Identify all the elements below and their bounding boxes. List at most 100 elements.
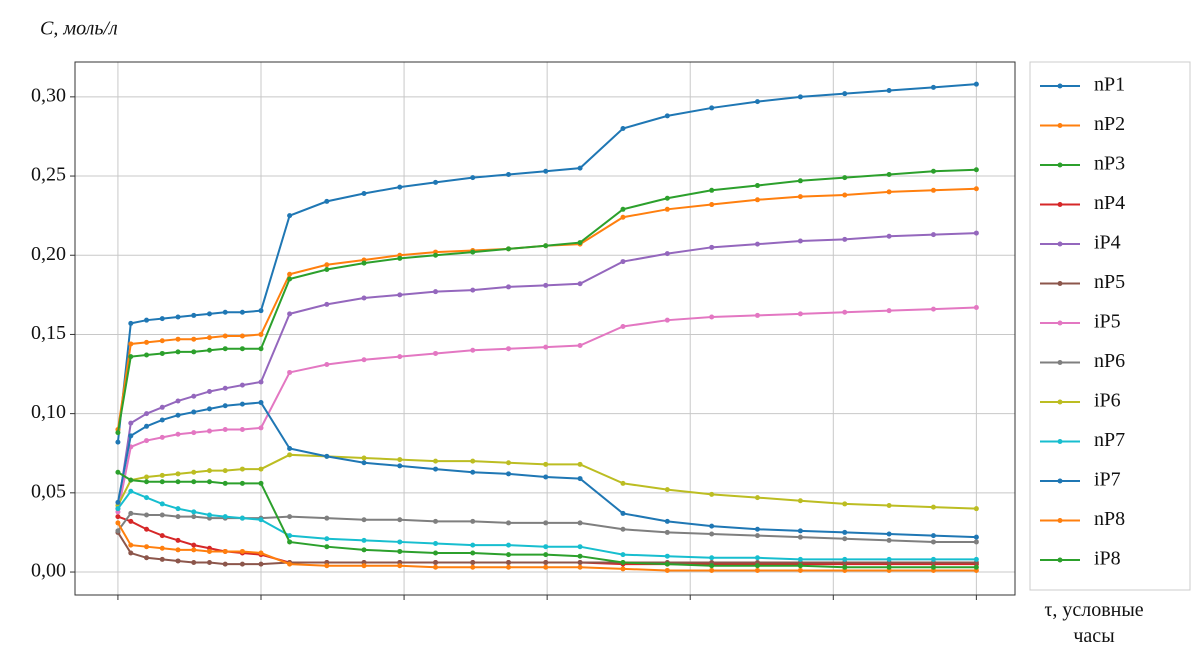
data-point [620, 480, 626, 486]
y-axis-label: C, моль/л [40, 18, 118, 40]
data-point [797, 238, 803, 244]
data-point [159, 434, 165, 440]
data-point [206, 560, 212, 566]
data-point [886, 556, 892, 562]
data-point [577, 281, 583, 287]
data-point [128, 542, 134, 548]
series-line [116, 401, 977, 539]
data-point [886, 503, 892, 509]
data-point [222, 468, 228, 474]
data-point [506, 246, 512, 252]
data-point [144, 544, 150, 550]
y-tick-label: 0,00 [31, 560, 66, 582]
data-point [115, 506, 121, 512]
data-point [175, 558, 181, 564]
data-point [397, 354, 403, 360]
data-point [324, 536, 330, 542]
data-point [239, 346, 245, 352]
data-point [397, 563, 403, 569]
data-point [175, 471, 181, 477]
legend-label: nP2 [1094, 113, 1125, 135]
data-point [175, 398, 181, 404]
series-line [116, 232, 977, 509]
data-point [175, 537, 181, 543]
legend-marker [1057, 439, 1063, 444]
data-point [433, 518, 439, 524]
data-point [175, 506, 181, 512]
data-point [144, 423, 150, 429]
data-point [754, 533, 760, 539]
data-point [144, 411, 150, 417]
data-point [973, 556, 979, 562]
data-point [709, 244, 715, 250]
data-point [258, 308, 264, 314]
data-point [433, 252, 439, 258]
data-point [324, 301, 330, 307]
data-point [754, 312, 760, 318]
data-point [159, 417, 165, 423]
series-line [116, 168, 977, 433]
data-point [470, 347, 476, 353]
data-point [222, 514, 228, 520]
data-point [930, 187, 936, 193]
data-point [930, 533, 936, 539]
data-point [115, 499, 121, 505]
data-point [191, 469, 197, 475]
data-point [754, 241, 760, 247]
data-point [115, 469, 121, 475]
data-point [930, 504, 936, 510]
data-point [239, 309, 245, 315]
data-point [620, 214, 626, 220]
data-point [930, 168, 936, 174]
data-point [287, 533, 293, 539]
data-point [664, 317, 670, 323]
data-point [973, 539, 979, 545]
data-point [324, 362, 330, 368]
data-point [175, 547, 181, 553]
data-point [191, 542, 197, 548]
data-point [287, 561, 293, 567]
data-point [433, 550, 439, 556]
data-point [206, 428, 212, 434]
legend-marker [1057, 399, 1063, 405]
data-point [543, 544, 549, 550]
data-point [287, 539, 293, 545]
legend-marker [1057, 518, 1063, 523]
data-point [128, 510, 134, 516]
y-tick-label: 0,15 [31, 322, 66, 344]
data-point [115, 528, 121, 534]
data-point [222, 561, 228, 567]
data-point [144, 339, 150, 345]
legend-label: nP6 [1094, 350, 1125, 372]
legend-marker [1057, 478, 1063, 484]
legend-label: nP1 [1094, 74, 1125, 96]
data-point [506, 284, 512, 290]
legend-marker [1057, 281, 1063, 286]
data-point [543, 564, 549, 570]
data-point [239, 401, 245, 407]
data-point [191, 514, 197, 520]
data-point [506, 460, 512, 466]
data-point [930, 556, 936, 562]
data-point [191, 393, 197, 399]
data-point [797, 94, 803, 100]
data-point [287, 276, 293, 282]
data-point [754, 567, 760, 573]
data-point [175, 479, 181, 485]
data-point [470, 518, 476, 524]
data-point [470, 550, 476, 556]
data-point [397, 548, 403, 554]
data-point [886, 564, 892, 570]
data-point [973, 81, 979, 87]
data-point [470, 469, 476, 475]
data-point [128, 433, 134, 439]
data-point [222, 426, 228, 432]
data-point [191, 409, 197, 415]
data-point [842, 192, 848, 198]
data-point [361, 563, 367, 569]
data-point [144, 438, 150, 444]
data-point [324, 198, 330, 204]
data-point [258, 379, 264, 385]
legend-label: nP3 [1094, 153, 1125, 175]
data-point [506, 346, 512, 352]
